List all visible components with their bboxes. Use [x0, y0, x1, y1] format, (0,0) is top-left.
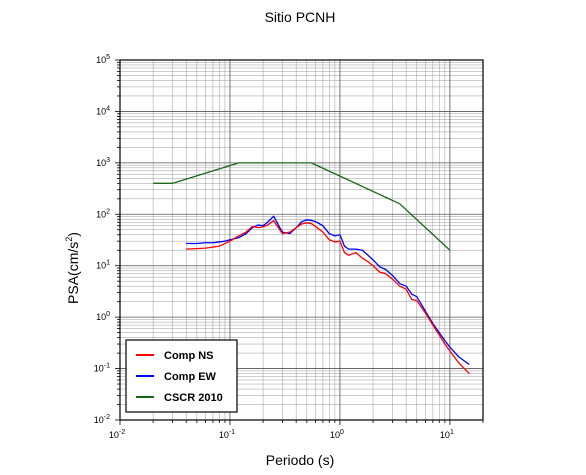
y-axis-label-main: PSA(cm/s	[65, 242, 81, 304]
legend-label-cscr-2010: CSCR 2010	[164, 392, 223, 404]
legend: Comp NS Comp EW CSCR 2010	[125, 339, 238, 413]
x-tick-label: 100	[330, 429, 344, 440]
y-tick-label: 101	[96, 260, 110, 271]
x-tick-label: 10-2	[109, 429, 125, 440]
y-tick-label: 10-2	[94, 414, 110, 425]
series-layer	[153, 162, 470, 375]
series-line-comp-ns	[186, 220, 470, 375]
legend-label-comp-ew: Comp EW	[164, 371, 217, 383]
series-line-cscr-2010	[153, 162, 451, 251]
y-tick-label: 104	[96, 105, 110, 116]
series-line-comp-ew	[186, 215, 470, 366]
y-tick-label: 102	[96, 208, 110, 219]
x-tick-label: 10-1	[219, 429, 235, 440]
x-axis-label: Periodo (s)	[266, 452, 334, 468]
minor-gridlines	[120, 60, 484, 420]
tick-layer: 10-2 10-1 100 101 10-2 10-1 100 101 102 103 104 105	[94, 54, 484, 440]
x-tick-label: 101	[440, 429, 454, 440]
y-tick-label: 100	[96, 311, 110, 322]
legend-label-comp-ns: Comp NS	[164, 350, 214, 362]
y-tick-label: 103	[96, 157, 110, 168]
y-axis-label-exponent: 2	[64, 237, 74, 242]
y-axis-label: PSA(cm/s2)	[64, 232, 81, 304]
y-axis-label-close: )	[65, 232, 81, 237]
plot-frame	[119, 59, 484, 421]
y-tick-label: 10-1	[94, 363, 110, 374]
chart-title: Sitio PCNH	[265, 9, 336, 25]
y-tick-label: 105	[96, 54, 110, 65]
